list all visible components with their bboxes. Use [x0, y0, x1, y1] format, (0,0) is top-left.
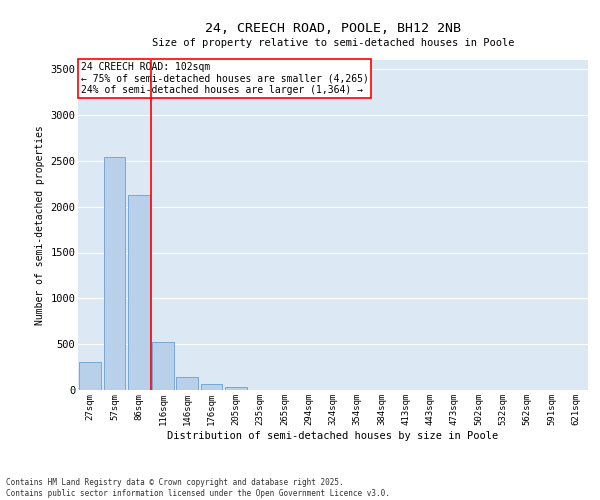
- Bar: [225, 387, 247, 390]
- Text: 24 CREECH ROAD: 102sqm
← 75% of semi-detached houses are smaller (4,265)
24% of : 24 CREECH ROAD: 102sqm ← 75% of semi-det…: [80, 62, 368, 95]
- Bar: [128, 195, 149, 390]
- Text: 24, CREECH ROAD, POOLE, BH12 2NB: 24, CREECH ROAD, POOLE, BH12 2NB: [205, 22, 461, 36]
- Bar: [200, 384, 223, 390]
- X-axis label: Distribution of semi-detached houses by size in Poole: Distribution of semi-detached houses by …: [167, 430, 499, 440]
- Y-axis label: Number of semi-detached properties: Number of semi-detached properties: [35, 125, 44, 325]
- Bar: [104, 157, 125, 390]
- Text: Size of property relative to semi-detached houses in Poole: Size of property relative to semi-detach…: [152, 38, 514, 48]
- Bar: [79, 362, 101, 390]
- Bar: [152, 342, 174, 390]
- Bar: [176, 376, 198, 390]
- Text: Contains HM Land Registry data © Crown copyright and database right 2025.
Contai: Contains HM Land Registry data © Crown c…: [6, 478, 390, 498]
